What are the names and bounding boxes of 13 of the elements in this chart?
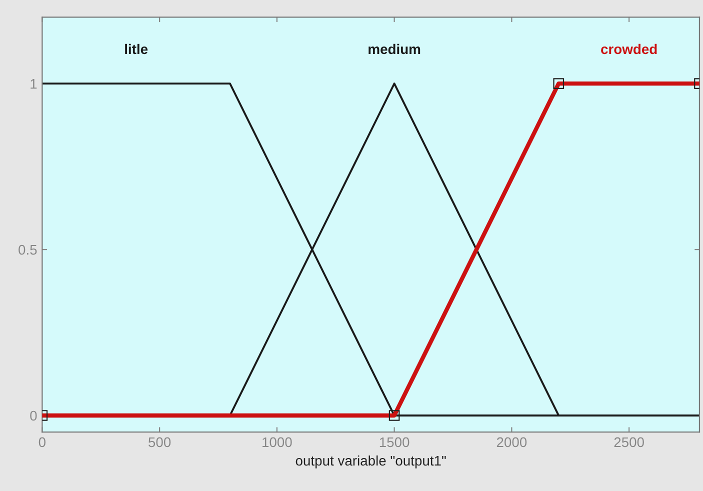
x-tick-label: 1500 [380, 437, 410, 448]
x-tick-label: 1000 [262, 437, 292, 448]
x-tick-label: 2000 [496, 437, 527, 448]
y-tick-label: 1 [30, 79, 37, 89]
text: crowded [601, 44, 657, 54]
x-tick-label: 500 [148, 437, 171, 448]
x-axis-title: output variable "output1" [296, 455, 446, 468]
y-tick-label: 0.5 [18, 244, 37, 255]
text: medium [368, 44, 420, 54]
y-tick-label: 0 [30, 410, 37, 421]
x-tick-label: 2500 [614, 437, 644, 448]
text: litle [125, 44, 148, 54]
x-tick-label: 0 [38, 437, 46, 448]
